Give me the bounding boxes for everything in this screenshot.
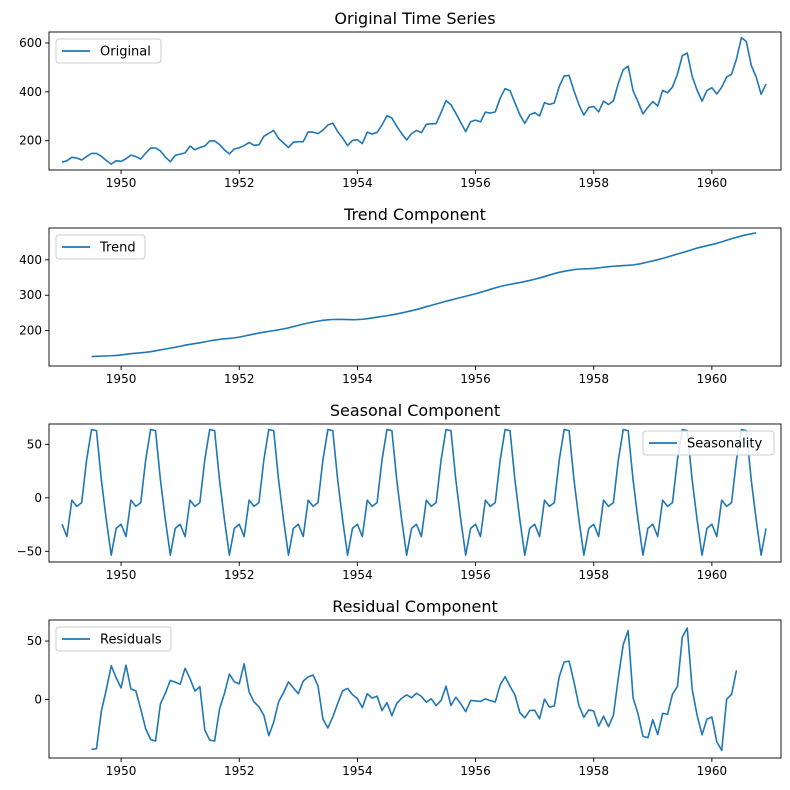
chart-title: Residual Component [332, 597, 498, 616]
legend-box [55, 38, 162, 64]
x-tick-label: 1950 [106, 568, 137, 582]
x-tick-label: 1954 [342, 568, 373, 582]
x-tick-label: 1956 [460, 372, 491, 386]
trend-component-chart: Trend Component 1950 1952 1954 1956 1958 1960 2… [19, 205, 782, 386]
legend: Trend [55, 234, 146, 260]
legend: Seasonality [642, 430, 775, 456]
y-tick-label: 50 [27, 437, 42, 451]
legend-box [55, 234, 146, 260]
chart-title: Original Time Series [334, 9, 495, 28]
legend-label: Residuals [100, 633, 162, 648]
x-tick-label: 1958 [578, 176, 609, 190]
seasonal-component-chart: Seasonal Component 1950 1952 1954 1956 1958 19… [17, 401, 782, 582]
y-tick-label: 50 [27, 634, 42, 648]
x-tick-label: 1952 [224, 176, 255, 190]
legend-label: Seasonality [687, 437, 762, 452]
series-line [91, 232, 757, 358]
y-tick-label: 0 [34, 693, 42, 707]
x-tick-label: 1954 [342, 176, 373, 190]
axes-frame [48, 227, 782, 367]
x-tick-label: 1952 [224, 372, 255, 386]
y-tick-label: 400 [19, 253, 42, 267]
x-tick-label: 1958 [578, 568, 609, 582]
x-tick-label: 1960 [697, 176, 728, 190]
x-tick-label: 1960 [697, 372, 728, 386]
residual-component-chart: Residual Component 1950 1952 1954 1956 1958 19… [27, 597, 782, 778]
series-line [91, 627, 738, 752]
axes-frame [48, 423, 782, 563]
x-tick-label: 1960 [697, 568, 728, 582]
legend: Original [55, 38, 162, 64]
series-line [61, 428, 767, 556]
legend-box [642, 430, 775, 456]
x-tick-label: 1950 [106, 176, 137, 190]
x-tick-label: 1960 [697, 764, 728, 778]
y-tick-label: 0 [34, 491, 42, 505]
x-tick-label: 1952 [224, 568, 255, 582]
x-tick-label: 1956 [460, 764, 491, 778]
axes-frame [48, 31, 782, 171]
x-tick-label: 1950 [106, 372, 137, 386]
y-tick-label: −50 [17, 544, 42, 558]
y-tick-label: 600 [19, 36, 42, 50]
original-time-series-chart: Original Time Series 1950 1952 1954 1956 1958… [19, 9, 782, 190]
x-tick-label: 1958 [578, 764, 609, 778]
chart-title: Seasonal Component [330, 401, 500, 420]
legend-label: Trend [99, 241, 136, 256]
x-tick-label: 1958 [578, 372, 609, 386]
legend-label: Original [100, 45, 151, 60]
legend-box [55, 626, 172, 652]
y-tick-label: 200 [19, 324, 42, 338]
x-tick-label: 1952 [224, 764, 255, 778]
chart-title: Trend Component [343, 205, 486, 224]
y-tick-label: 400 [19, 85, 42, 99]
axes-frame [48, 619, 782, 759]
series-line [61, 36, 767, 165]
legend: Residuals [55, 626, 172, 652]
x-tick-label: 1956 [460, 568, 491, 582]
x-tick-label: 1954 [342, 764, 373, 778]
x-tick-label: 1950 [106, 764, 137, 778]
x-tick-label: 1954 [342, 372, 373, 386]
y-tick-label: 300 [19, 288, 42, 302]
x-tick-label: 1956 [460, 176, 491, 190]
y-tick-label: 200 [19, 134, 42, 148]
